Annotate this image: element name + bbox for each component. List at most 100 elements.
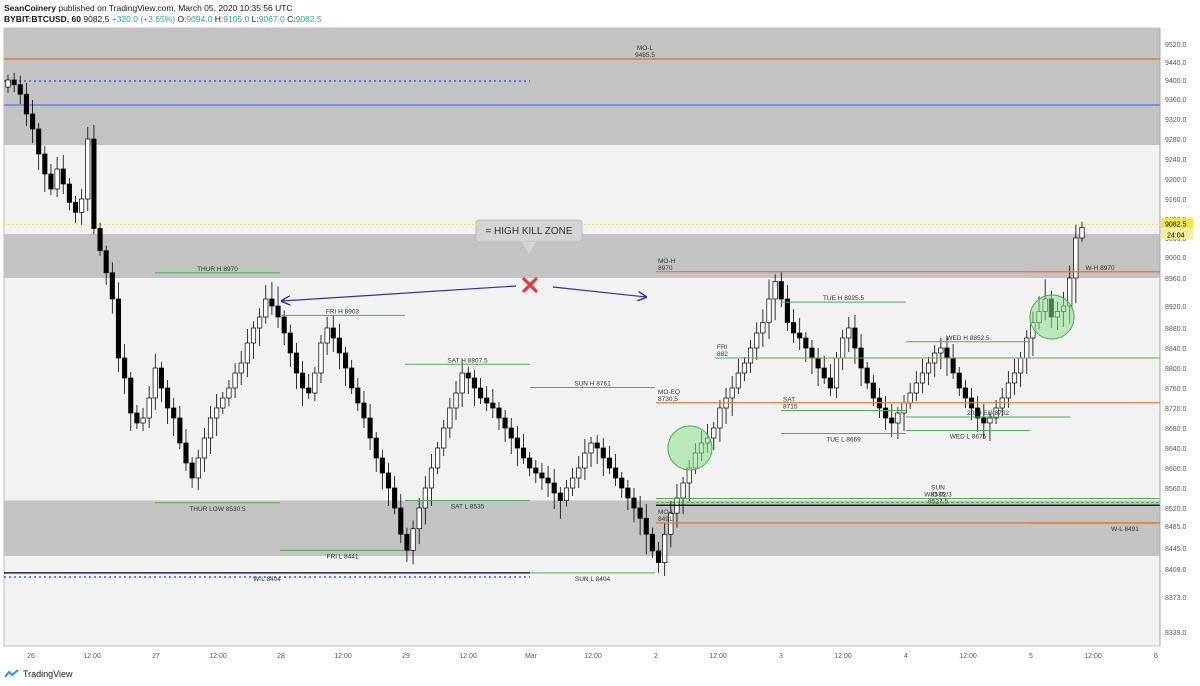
x-tick-label: 3 bbox=[779, 653, 783, 660]
level-label: FRI bbox=[717, 344, 728, 351]
candle-body bbox=[115, 298, 122, 359]
x-tick-label: 2 bbox=[654, 653, 658, 660]
candle-body bbox=[385, 472, 392, 489]
candle-body bbox=[551, 482, 557, 494]
y-tick-label: 9360.0 bbox=[1165, 97, 1187, 104]
y-tick-label: 9440.0 bbox=[1165, 60, 1187, 67]
y-tick-label: 8800.0 bbox=[1165, 366, 1187, 373]
author-name[interactable]: SeanCoinery bbox=[4, 3, 56, 13]
candle-body bbox=[717, 407, 723, 429]
candle-body bbox=[122, 357, 128, 379]
candle-body bbox=[478, 387, 484, 399]
level-label: THUR LOW 8530.5 bbox=[189, 506, 246, 513]
price-chart[interactable]: 9520.0 9440.0 9400.0 9360.0 9320.0 9280.0 9240… bbox=[0, 26, 1200, 666]
candle-body bbox=[177, 417, 183, 444]
x-tick-label: 12:00 bbox=[959, 653, 977, 660]
x-marker-icon bbox=[522, 277, 538, 293]
candle-body bbox=[766, 298, 772, 323]
candle-body bbox=[950, 357, 956, 374]
candle-body bbox=[5, 79, 11, 88]
y-tick-label: 9400.0 bbox=[1165, 78, 1187, 85]
level-label: MO-L bbox=[658, 509, 675, 516]
countdown-tag bbox=[1161, 229, 1193, 240]
level-sublabel: 8730.5 bbox=[658, 396, 678, 403]
candle-body bbox=[103, 250, 109, 274]
candle-body bbox=[410, 528, 416, 551]
candle-body bbox=[631, 497, 637, 509]
candle-body bbox=[232, 372, 238, 389]
l-value: 9067.0 bbox=[258, 14, 285, 24]
candle-body bbox=[42, 153, 48, 175]
candle-body bbox=[803, 337, 809, 349]
candle-body bbox=[680, 482, 686, 499]
h-value: 9105.0 bbox=[223, 14, 250, 24]
candle-body bbox=[146, 397, 152, 419]
tradingview-footer[interactable]: TradingView bbox=[4, 669, 73, 679]
level-label: SUN bbox=[931, 485, 945, 492]
x-tick-label: 12:00 bbox=[334, 653, 352, 660]
level-label: THUR H 8970 bbox=[197, 266, 238, 273]
annotation-title: = HIGH KILL ZONE bbox=[485, 226, 572, 237]
level-label: W-L 8404 bbox=[253, 576, 281, 583]
candle-body bbox=[711, 427, 717, 439]
level-label: SAT L 8535 bbox=[451, 504, 485, 511]
level-sublabel: 8535 bbox=[931, 492, 946, 499]
arrow-right bbox=[552, 286, 646, 297]
candle-body bbox=[355, 387, 361, 404]
symbol-label[interactable]: BYBIT:BTCUSD, 60 bbox=[4, 14, 81, 24]
candle-body bbox=[520, 447, 527, 459]
highlight-circle bbox=[667, 425, 713, 471]
candle-body bbox=[840, 337, 846, 359]
level-sublabel: 8491 bbox=[658, 516, 673, 523]
candle-body bbox=[152, 367, 158, 399]
candle-body bbox=[269, 298, 275, 307]
candle-body bbox=[244, 342, 250, 364]
y-tick-label: 8760.0 bbox=[1165, 386, 1187, 393]
y-tick-label: 9240.0 bbox=[1165, 157, 1187, 164]
level-label: 2020 EQ 8702 bbox=[967, 410, 1009, 417]
candle-body bbox=[1079, 226, 1085, 239]
candle-body bbox=[748, 347, 754, 364]
candle-body bbox=[668, 512, 674, 535]
candle-body bbox=[570, 477, 576, 489]
candle-body bbox=[784, 298, 790, 323]
y-tick-label: 8640.0 bbox=[1165, 446, 1187, 453]
candle-body bbox=[962, 387, 968, 399]
x-tick-label: 12:00 bbox=[834, 653, 852, 660]
candle-body bbox=[502, 417, 508, 429]
y-tick-label: 8880.0 bbox=[1165, 326, 1187, 333]
level-label: MO-L bbox=[637, 45, 654, 52]
candle-body bbox=[576, 467, 582, 479]
candle-body bbox=[588, 442, 594, 454]
last-price-label: 9082.5 bbox=[1165, 221, 1187, 228]
candle-body bbox=[557, 492, 563, 501]
candle-body bbox=[189, 462, 195, 479]
candle-body bbox=[870, 382, 876, 399]
candle-body bbox=[956, 372, 962, 389]
candle-body bbox=[514, 437, 520, 449]
upper-gray-zone bbox=[4, 28, 1160, 145]
y-tick-label: 8560.0 bbox=[1165, 486, 1187, 493]
o-value: 9094.0 bbox=[186, 14, 213, 24]
y-tick-label: 9320.0 bbox=[1165, 117, 1187, 124]
candle-body bbox=[791, 322, 797, 334]
y-tick-label: 8840.0 bbox=[1165, 346, 1187, 353]
candle-body bbox=[392, 487, 398, 509]
c-label: C: bbox=[287, 14, 296, 24]
candle-body bbox=[533, 467, 539, 474]
candle-body bbox=[66, 183, 72, 203]
candle-body bbox=[490, 402, 496, 409]
y-tick-label: 8373.0 bbox=[1165, 595, 1187, 602]
x-tick-label: 12:00 bbox=[83, 653, 101, 660]
candle-body bbox=[207, 417, 214, 439]
candle-body bbox=[527, 457, 533, 469]
candle-body bbox=[889, 417, 895, 424]
candle-body bbox=[367, 417, 373, 439]
last-price-tag bbox=[1161, 218, 1193, 229]
y-tick-label: 8600.0 bbox=[1165, 466, 1187, 473]
y-tick-label: 8485.0 bbox=[1165, 524, 1187, 531]
candle-body bbox=[275, 305, 281, 318]
candle-body bbox=[662, 533, 668, 563]
level-sublabel: 8715 bbox=[783, 404, 798, 411]
candle-body bbox=[324, 327, 330, 344]
